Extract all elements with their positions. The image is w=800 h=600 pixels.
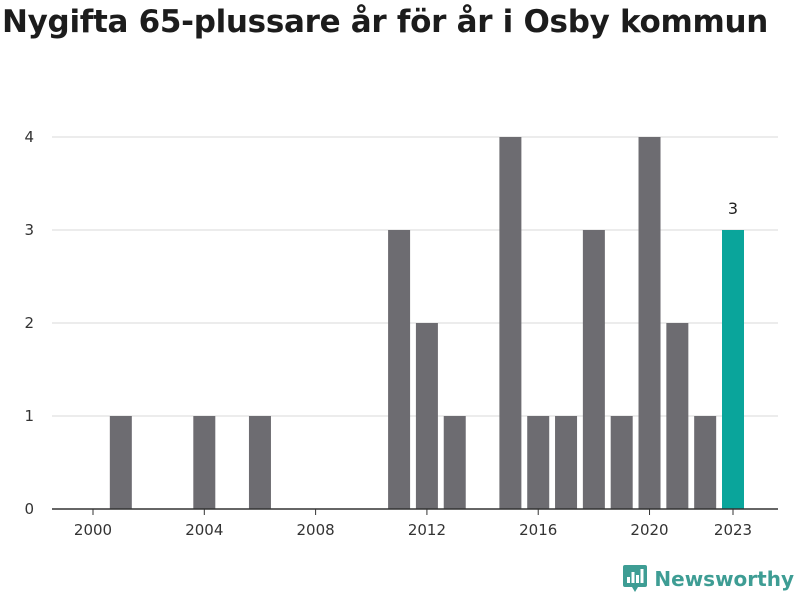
x-tick-label: 2012 <box>408 521 446 539</box>
x-axis-ticks: 2000 2004 2008 2012 2016 2020 2023 <box>74 509 752 539</box>
y-axis-ticks: 0 1 2 3 4 <box>24 128 34 518</box>
y-tick-label: 0 <box>24 500 34 518</box>
x-tick-label: 2000 <box>74 521 112 539</box>
bars <box>109 137 744 509</box>
bar-2019 <box>610 416 633 509</box>
bar-2011 <box>388 230 411 509</box>
bar-2018 <box>582 230 605 509</box>
bar-2013 <box>443 416 466 509</box>
y-tick-label: 2 <box>24 314 34 332</box>
x-tick-label: 2004 <box>185 521 223 539</box>
y-tick-label: 4 <box>24 128 34 146</box>
x-tick-label: 2008 <box>297 521 335 539</box>
bar-2006 <box>248 416 271 509</box>
bar-2012 <box>415 323 438 509</box>
x-tick-label: 2020 <box>630 521 668 539</box>
data-labels: 3 <box>728 199 738 218</box>
bar-2016 <box>527 416 550 509</box>
bar-2022 <box>694 416 717 509</box>
bar-2021 <box>666 323 689 509</box>
bar-2015 <box>499 137 522 509</box>
bar-2020 <box>638 137 661 509</box>
chart-title: Nygifta 65-plussare år för år i Osby kom… <box>2 4 769 40</box>
x-tick-label: 2016 <box>519 521 557 539</box>
highlight-data-label: 3 <box>728 199 738 218</box>
newsworthy-logo: Newsworthy <box>622 564 794 594</box>
bar-2004 <box>193 416 216 509</box>
bar-2023 <box>722 230 744 509</box>
y-tick-label: 1 <box>24 407 34 425</box>
x-tick-label: 2023 <box>714 521 752 539</box>
bar-2001 <box>109 416 132 509</box>
bar-2017 <box>555 416 578 509</box>
brand-name: Newsworthy <box>654 567 794 591</box>
newsworthy-icon <box>623 565 648 592</box>
y-tick-label: 3 <box>24 221 34 239</box>
